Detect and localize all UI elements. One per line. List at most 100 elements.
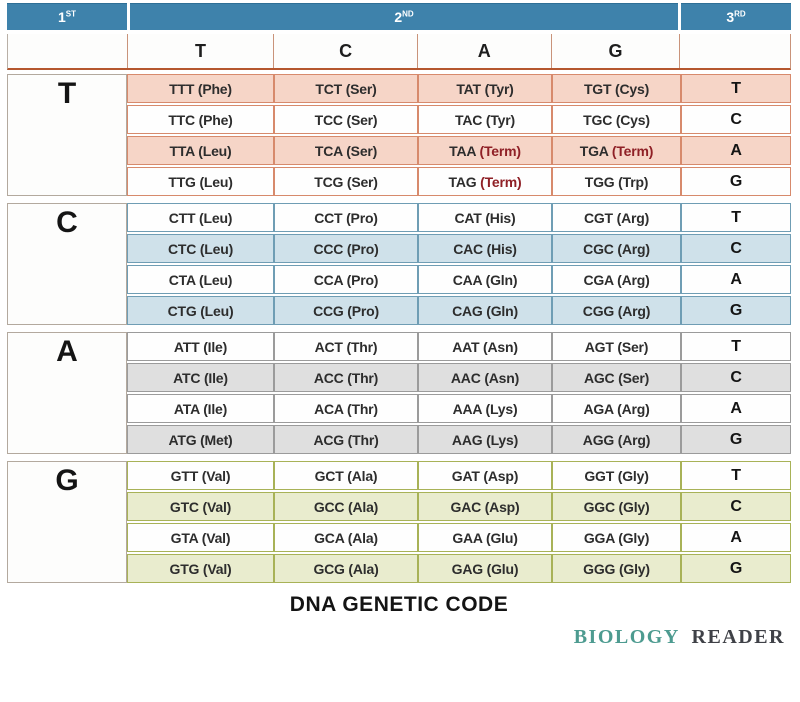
amino-acid-label: (Val) <box>202 560 232 577</box>
codon-cell-ACC: ACC (Thr) <box>274 363 418 392</box>
codon-text: CTC <box>167 240 200 257</box>
header-3rd-label: 3RD <box>726 9 746 25</box>
amino-acid-label: (Glu) <box>486 560 519 577</box>
brand-word-biology: BIOLOGY <box>573 626 680 648</box>
codon-cell-GCA: GCA (Ala) <box>274 523 418 552</box>
third-letter-A-A: A <box>681 394 791 423</box>
codon-text: CAA <box>452 271 486 288</box>
third-letter-A-C: C <box>681 363 791 392</box>
codon-cell-ATC: ATC (Ile) <box>127 363 274 392</box>
codon-cell-AAA: AAA (Lys) <box>418 394 552 423</box>
amino-acid-label: (Asn) <box>483 338 518 355</box>
codon-text: ACC <box>313 369 348 386</box>
amino-acid-label: (Thr) <box>347 369 379 386</box>
codon-cell-TCC: TCC (Ser) <box>274 105 418 134</box>
third-letter-T-C: C <box>681 105 791 134</box>
codon-text: AGT <box>584 338 618 355</box>
codon-text: GCC <box>313 498 349 515</box>
codon-cell-TCG: TCG (Ser) <box>274 167 418 196</box>
brand-logo: BIOLOGY READER <box>7 626 791 649</box>
codon-cell-GCC: GCC (Ala) <box>274 492 418 521</box>
amino-acid-label: (Gln) <box>486 302 518 319</box>
subheader-empty-last <box>680 34 790 68</box>
amino-acid-label: (Ala) <box>348 498 379 515</box>
codon-cell-TAA: TAA (Term) <box>418 136 552 165</box>
codon-cell-GTA: GTA (Val) <box>127 523 274 552</box>
codon-row-GxA: GTA (Val) GCA (Ala) GAA (Glu) GGA (Gly) A <box>7 523 791 552</box>
codon-row-CxT: C CTT (Leu) CCT (Pro) CAT (His) CGT (Arg) T <box>7 203 791 325</box>
codon-text: ATT <box>173 338 204 355</box>
amino-acid-label: (Val) <box>201 467 231 484</box>
codon-text: AGG <box>582 431 618 448</box>
amino-acid-label: (Met) <box>200 431 233 448</box>
third-letter-T-G: G <box>681 167 791 196</box>
codon-text: AGA <box>583 400 618 417</box>
codon-text: CCT <box>314 209 347 226</box>
codon-text: TAT <box>456 80 485 97</box>
codon-cell-AAT: AAT (Asn) <box>418 332 552 361</box>
codon-cell-ACG: ACG (Thr) <box>274 425 418 454</box>
first-letter-G: G <box>7 461 127 583</box>
codon-cell-GAG: GAG (Glu) <box>418 554 552 583</box>
codon-cell-CAA: CAA (Gln) <box>418 265 552 294</box>
codon-cell-AGG: AGG (Arg) <box>552 425 681 454</box>
codon-row-GxC: GTC (Val) GCC (Ala) GAC (Asp) GGC (Gly) C <box>7 492 791 521</box>
amino-acid-label: (Ser) <box>346 142 378 159</box>
amino-acid-label: (Leu) <box>198 142 232 159</box>
header-1st-position: 1ST <box>7 3 127 30</box>
codon-cell-CTT: CTT (Leu) <box>127 203 274 232</box>
codon-text: GGC <box>583 498 619 515</box>
codon-cell-TGG: TGG (Trp) <box>552 167 681 196</box>
amino-acid-label: (Asn) <box>484 369 520 386</box>
codon-cell-TAG: TAG (Term) <box>418 167 552 196</box>
amino-acid-label: (Thr) <box>347 431 379 448</box>
codon-text: CTA <box>168 271 200 288</box>
amino-acid-label: (Val) <box>201 529 231 546</box>
codon-text: CAG <box>452 302 487 319</box>
codon-text: GTA <box>170 529 202 546</box>
codon-cell-TTC: TTC (Phe) <box>127 105 274 134</box>
codon-cell-TCA: TCA (Ser) <box>274 136 418 165</box>
codon-row-GxG: GTG (Val) GCG (Ala) GAG (Glu) GGG (Gly) G <box>7 554 791 583</box>
codon-cell-CCG: CCG (Pro) <box>274 296 418 325</box>
codon-text: GCG <box>313 560 349 577</box>
codon-cell-ATT: ATT (Ile) <box>127 332 274 361</box>
codon-text: GAG <box>451 560 487 577</box>
third-letter-T-A: A <box>681 136 791 165</box>
codon-group-G: G GTT (Val) GCT (Ala) GAT (Asp) GGT (Gly) T GT… <box>7 459 791 585</box>
amino-acid-label: (Ile) <box>203 400 228 417</box>
header-2nd-label: 2ND <box>394 9 414 25</box>
codon-text: CGT <box>583 209 617 226</box>
codon-cell-GCG: GCG (Ala) <box>274 554 418 583</box>
position-header-band: 1ST 2ND 3RD <box>7 3 791 30</box>
amino-acid-label: (Arg) <box>617 271 650 288</box>
codon-cell-TGT: TGT (Cys) <box>552 74 681 103</box>
codon-text: GCA <box>314 529 348 546</box>
codon-cell-AAG: AAG (Lys) <box>418 425 552 454</box>
amino-acid-label: (Ala) <box>347 529 378 546</box>
codon-cell-CGG: CGG (Arg) <box>552 296 681 325</box>
codon-text: TCC <box>314 111 347 128</box>
codon-text: TTG <box>168 173 200 190</box>
subheader-letter-A: A <box>418 34 552 68</box>
amino-acid-label: (Thr) <box>347 400 378 417</box>
codon-cell-GTC: GTC (Val) <box>127 492 274 521</box>
codon-cell-GAA: GAA (Glu) <box>418 523 552 552</box>
codon-text: AGC <box>583 369 619 386</box>
first-letter-A: A <box>7 332 127 454</box>
codon-row-CxG: CTG (Leu) CCG (Pro) CAG (Gln) CGG (Arg) G <box>7 296 791 325</box>
codon-text: AAC <box>450 369 485 386</box>
codon-cell-TAC: TAC (Tyr) <box>418 105 552 134</box>
amino-acid-label: (Phe) <box>198 111 233 128</box>
amino-acid-label: (Ser) <box>618 369 650 386</box>
codon-text: GAA <box>452 529 487 546</box>
amino-acid-label: (Ala) <box>347 467 378 484</box>
codon-cell-GCT: GCT (Ala) <box>274 461 418 490</box>
amino-acid-label: (Arg) <box>617 431 651 448</box>
codon-cell-CTC: CTC (Leu) <box>127 234 274 263</box>
codon-text: CCG <box>313 302 348 319</box>
third-letter-A-G: G <box>681 425 791 454</box>
codon-text: ACA <box>314 400 347 417</box>
codon-text: GCT <box>314 467 348 484</box>
codon-cell-CGA: CGA (Arg) <box>552 265 681 294</box>
